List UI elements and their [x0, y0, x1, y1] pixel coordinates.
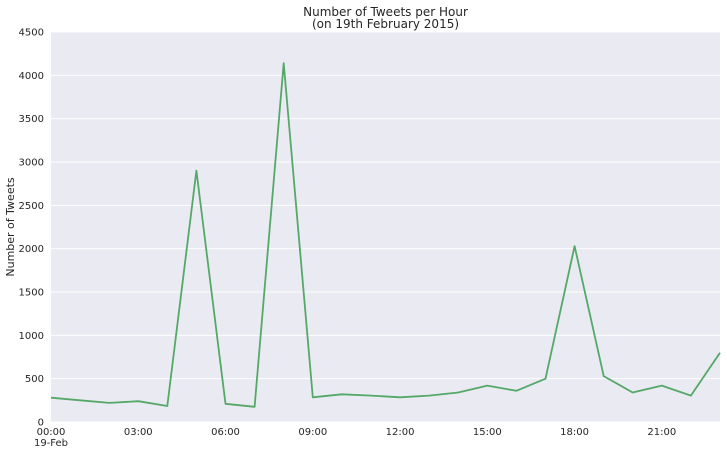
- y-tick-labels: 0 500 1000 1500 2000 2500 3000 3500 4000 4500: [19, 28, 44, 429]
- x-tick-label: 06:00: [211, 427, 240, 438]
- chart-subtitle: (on 19th February 2015): [312, 17, 459, 31]
- y-tick-label: 4500: [19, 28, 44, 39]
- chart-title: Number of Tweets per Hour: [303, 5, 468, 19]
- y-tick-label: 3000: [19, 158, 44, 169]
- y-axis-label: Number of Tweets: [4, 177, 17, 277]
- y-tick-label: 2000: [19, 244, 44, 255]
- y-tick-label: 500: [25, 374, 44, 385]
- x-tick-sublabel: 19-Feb: [34, 438, 68, 449]
- series-line: [50, 62, 721, 408]
- x-tick-label: 03:00: [124, 427, 153, 438]
- x-tick-label: 21:00: [647, 427, 676, 438]
- x-tick-label: 12:00: [386, 427, 415, 438]
- y-tick-label: 4000: [19, 71, 44, 82]
- y-tick-label: 2500: [19, 201, 44, 212]
- series-line-group: [50, 62, 721, 408]
- y-tick-label: 3500: [19, 114, 44, 125]
- y-tick-label: 1500: [19, 288, 44, 299]
- x-tick-label: 15:00: [473, 427, 502, 438]
- grid-lines: [51, 31, 720, 423]
- x-tick-label: 18:00: [560, 427, 589, 438]
- plot-area: [51, 32, 720, 422]
- x-tick-label: 00:00: [37, 427, 66, 438]
- y-tick-label: 0: [38, 418, 44, 429]
- x-tick-label: 09:00: [298, 427, 327, 438]
- y-tick-label: 1000: [19, 331, 44, 342]
